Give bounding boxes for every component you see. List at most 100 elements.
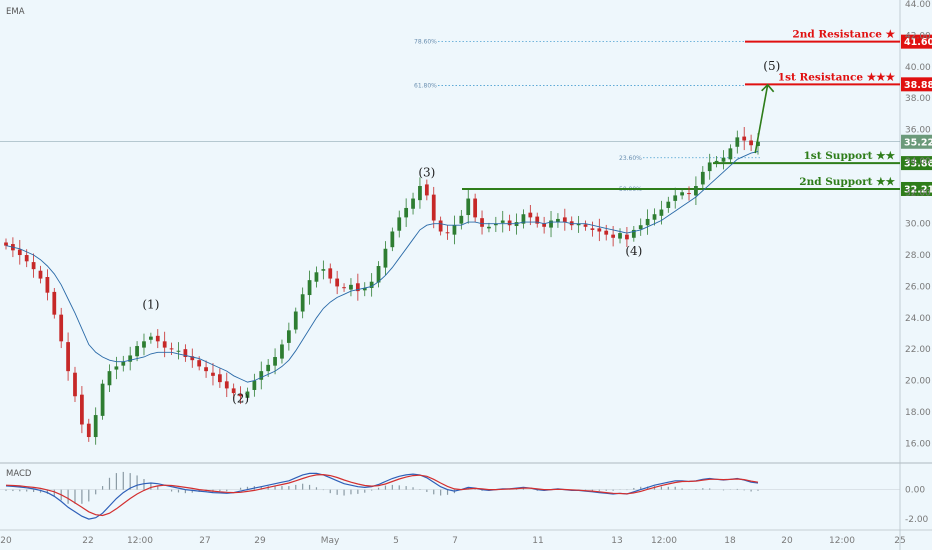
candle-body <box>300 294 305 312</box>
time-tick-label: 20 <box>0 536 12 546</box>
candle-body <box>183 349 188 358</box>
price-tick-label: 34.00 <box>905 157 931 167</box>
level-label: 1st Resistance ★★★ <box>778 71 896 83</box>
macd-tick-label: -2.00 <box>905 515 929 525</box>
candle-body <box>100 383 105 416</box>
wave-label: (2) <box>232 392 249 406</box>
time-axis[interactable]: 20 22 12:00 27 29 May 5 7 11 13 12:00 18 20 12:00 25 <box>0 536 905 546</box>
level-label: 1st Support ★★ <box>804 150 896 162</box>
candle-body <box>445 232 450 234</box>
level-label: 2nd Support ★★ <box>799 176 895 188</box>
candle-body <box>169 348 174 350</box>
candle-body <box>404 207 409 218</box>
candle-body <box>707 162 712 172</box>
candle-body <box>631 229 636 238</box>
candle-body <box>549 220 553 228</box>
time-tick-label: 25 <box>894 536 905 546</box>
wave-label: (4) <box>625 244 642 258</box>
price-tick-label: 22.00 <box>905 345 931 355</box>
level-price-badge-text: 38.88 <box>904 80 932 91</box>
time-tick-label: 7 <box>452 536 458 546</box>
candle-body <box>328 268 333 279</box>
candle-body <box>52 291 57 315</box>
candle-body <box>487 226 491 229</box>
candle-body <box>24 255 29 262</box>
candle-body <box>583 224 588 227</box>
candle-body <box>452 225 457 235</box>
candle-body <box>528 212 533 218</box>
candle-body <box>431 194 436 221</box>
candle-body <box>666 201 671 208</box>
candle-body <box>80 394 84 425</box>
candle-body <box>224 381 229 389</box>
current-price-badge-text: 35.22 <box>904 137 932 148</box>
level-price-badge <box>901 181 932 196</box>
candle-body <box>355 283 360 292</box>
price-tick-label: 32.00 <box>905 188 931 198</box>
candle-body <box>162 341 167 348</box>
price-tick-label: 44.00 <box>905 0 931 10</box>
level-price-badge <box>901 77 932 92</box>
candle-body <box>349 284 353 290</box>
candle-body <box>369 281 374 288</box>
price-tick-label: 36.00 <box>905 126 931 136</box>
candle-body <box>66 342 70 372</box>
candle-body <box>314 272 319 282</box>
candle-body <box>466 198 471 216</box>
candle-body <box>604 230 609 235</box>
candle-body <box>286 330 291 343</box>
candle-body <box>535 216 540 224</box>
level-price-badge-text: 33.86 <box>904 159 932 170</box>
time-tick-label: 20 <box>781 536 793 546</box>
wave-label: (3) <box>418 166 435 180</box>
candle-body <box>73 372 77 397</box>
candle-body <box>211 372 215 376</box>
price-axis[interactable]: 44.00 42.00 40.00 38.00 36.00 34.00 32.00 30.00… <box>905 0 931 525</box>
candle-body <box>362 287 367 291</box>
price-tick-label: 38.00 <box>905 94 931 104</box>
candle-body <box>625 234 629 240</box>
candle-body <box>576 223 581 226</box>
candle-body <box>714 160 719 163</box>
candle-body <box>176 350 181 352</box>
candle-body <box>700 171 705 185</box>
price-tick-label: 18.00 <box>905 408 931 418</box>
candle-body <box>638 225 643 230</box>
candle-body <box>411 198 415 209</box>
candle-body <box>645 218 650 226</box>
candle-body <box>424 184 429 196</box>
candle-body <box>459 215 464 224</box>
macd-label: MACD <box>6 469 32 479</box>
candle-body <box>149 336 153 340</box>
candle-body <box>618 233 622 239</box>
candle-body <box>155 335 160 342</box>
candle-body <box>17 249 22 256</box>
current-price-badge <box>901 134 932 149</box>
candle-body <box>397 217 402 231</box>
candle-body <box>438 220 443 232</box>
candle-body <box>121 361 126 366</box>
fib-level-label: 78.60% <box>414 39 437 46</box>
signal-line <box>5 473 759 517</box>
macd-panel <box>0 471 900 520</box>
projection-arrow <box>754 83 775 154</box>
candle-body <box>252 380 257 390</box>
level-price-badge <box>901 156 932 171</box>
candle-body <box>611 234 615 238</box>
candle-body <box>694 186 698 196</box>
candle-body <box>742 136 747 141</box>
candle-body <box>390 231 395 248</box>
time-tick-label: 11 <box>532 536 543 546</box>
candle-body <box>590 228 595 230</box>
candle-body <box>38 270 43 279</box>
time-tick-label: 12:00 <box>829 536 855 546</box>
candle-body <box>652 214 657 220</box>
fib-level-label: 61.80% <box>414 83 437 90</box>
candle-body <box>556 218 560 223</box>
candle-body <box>673 195 678 201</box>
time-tick-label: 29 <box>254 536 266 546</box>
candle-body <box>321 269 326 271</box>
candle-body <box>59 314 64 342</box>
